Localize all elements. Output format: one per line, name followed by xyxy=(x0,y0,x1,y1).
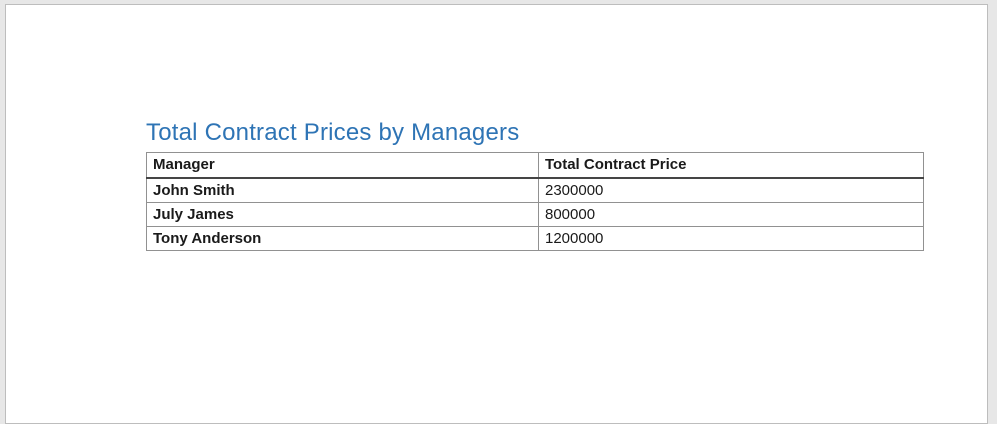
price-cell: 2300000 xyxy=(538,177,924,203)
document-heading: Total Contract Prices by Managers xyxy=(146,119,520,146)
table-row: John Smith 2300000 xyxy=(146,177,924,203)
table-row: July James 800000 xyxy=(146,201,924,227)
contract-prices-table: Manager Total Contract Price John Smith … xyxy=(146,151,924,251)
column-header-manager: Manager xyxy=(146,151,539,179)
document-page[interactable]: Total Contract Prices by Managers Manage… xyxy=(5,4,988,424)
price-cell: 800000 xyxy=(538,201,924,227)
manager-cell: John Smith xyxy=(146,177,539,203)
manager-cell: Tony Anderson xyxy=(146,225,539,251)
table-row: Tony Anderson 1200000 xyxy=(146,225,924,251)
price-cell: 1200000 xyxy=(538,225,924,251)
table-header-row: Manager Total Contract Price xyxy=(146,151,924,179)
column-header-total-contract-price: Total Contract Price xyxy=(538,151,924,179)
manager-cell: July James xyxy=(146,201,539,227)
